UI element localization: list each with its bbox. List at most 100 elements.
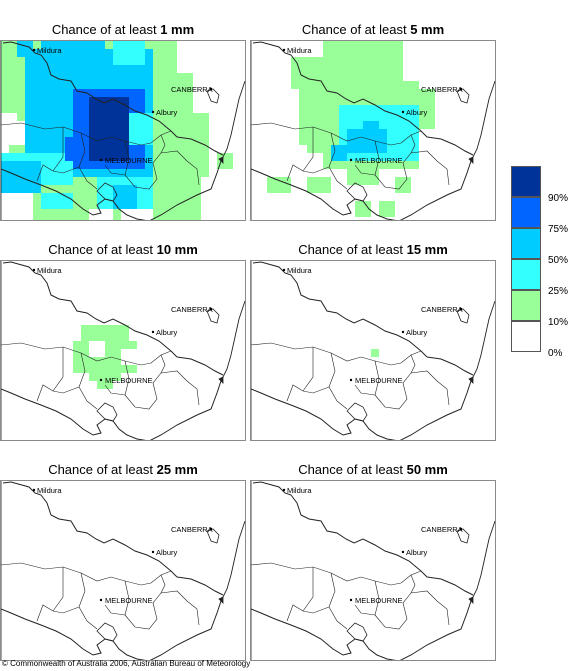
probability-cell [1, 41, 9, 49]
probability-cell [73, 81, 81, 89]
melbourne-marker [99, 598, 103, 602]
probability-cell [153, 201, 161, 209]
probability-cell [49, 201, 57, 209]
probability-cell [363, 177, 371, 185]
probability-cell [185, 185, 193, 193]
probability-cell [121, 177, 129, 185]
probability-cell [363, 65, 371, 73]
map-svg: Mildura CANBERRA Albury MELBOURNE [1, 481, 245, 660]
probability-cell [57, 177, 65, 185]
probability-cell [49, 41, 57, 49]
probability-cell [177, 129, 185, 137]
probability-cell [1, 105, 9, 113]
probability-cell [169, 169, 177, 177]
murray-river-border [252, 261, 428, 358]
probability-cell [161, 113, 169, 121]
probability-cell [65, 105, 73, 113]
murray-river-border [2, 261, 178, 358]
probability-cell [105, 65, 113, 73]
canberra-marker [459, 527, 463, 531]
district-boundary [1, 562, 82, 574]
probability-cell [169, 193, 177, 201]
mildura-marker [32, 268, 36, 272]
map-panel-5mm: Mildura CANBERRA Albury MELBOURNE [250, 40, 496, 221]
probability-cell [97, 325, 105, 333]
probability-cell [193, 209, 201, 217]
probability-cell [137, 57, 145, 65]
probability-cell [145, 201, 153, 209]
probability-cell [49, 57, 57, 65]
probability-cell [315, 185, 323, 193]
probability-cell [339, 161, 347, 169]
mildura-marker [282, 488, 286, 492]
probability-cell [371, 113, 379, 121]
district-boundary [302, 567, 314, 612]
probability-cell [185, 169, 193, 177]
probability-cell [169, 145, 177, 153]
probability-cell [33, 81, 41, 89]
probability-cell [49, 145, 57, 153]
district-boundary [286, 604, 330, 622]
probability-cell [355, 201, 363, 209]
probability-cell [49, 49, 57, 57]
probability-cell [137, 113, 145, 121]
probability-cell [113, 41, 121, 49]
probability-cell [185, 137, 193, 145]
probability-cell [339, 121, 347, 129]
probability-cell [81, 209, 89, 217]
probability-cell [427, 121, 435, 129]
probability-cell [41, 201, 49, 209]
nsw-coastline [470, 520, 495, 602]
probability-cell [49, 193, 57, 201]
probability-cell [419, 89, 427, 97]
probability-cell [41, 161, 49, 169]
probability-cell [307, 81, 315, 89]
state-border-east [426, 136, 474, 156]
probability-cell [145, 49, 153, 57]
probability-cell [153, 49, 161, 57]
probability-cell [145, 81, 153, 89]
probability-cell [105, 153, 113, 161]
probability-cell [145, 169, 153, 177]
probability-cell [347, 153, 355, 161]
probability-cell [315, 177, 323, 185]
probability-cell [153, 153, 161, 161]
probability-cell [49, 113, 57, 121]
probability-cell [347, 145, 355, 153]
probability-cell [395, 177, 403, 185]
probability-cell [17, 169, 25, 177]
probability-cell [121, 65, 129, 73]
probability-cell [339, 137, 347, 145]
probability-cell [81, 153, 89, 161]
panel-title-1mm: Chance of at least 1 mm [51, 22, 195, 37]
probability-cell [275, 185, 283, 193]
panel-title-50mm: Chance of at least 50 mm [298, 462, 448, 477]
canberra-label: CANBERRA [171, 85, 213, 94]
probability-cell [145, 113, 153, 121]
probability-cell [81, 161, 89, 169]
probability-cell [371, 105, 379, 113]
probability-cell [65, 113, 73, 121]
probability-cell [347, 65, 355, 73]
probability-cell [9, 161, 17, 169]
map-svg: Mildura CANBERRA Albury MELBOURNE [251, 41, 495, 220]
melbourne-label: MELBOURNE [105, 376, 153, 385]
probability-cell [9, 177, 17, 185]
nsw-coastline [470, 80, 495, 162]
probability-cell [65, 177, 73, 185]
probability-cell [177, 153, 185, 161]
probability-cell [161, 121, 169, 129]
probability-cell [49, 81, 57, 89]
district-boundary [52, 127, 64, 172]
gabo-island-marker [468, 596, 474, 604]
probability-cell [129, 41, 137, 49]
port-phillip-bay [96, 622, 118, 642]
probability-cell [97, 49, 105, 57]
district-boundary [36, 604, 80, 622]
probability-cell [161, 137, 169, 145]
probability-cell [129, 365, 137, 373]
probability-cell [33, 161, 41, 169]
probability-cell [25, 73, 33, 81]
probability-cell [161, 129, 169, 137]
probability-cell [81, 105, 89, 113]
